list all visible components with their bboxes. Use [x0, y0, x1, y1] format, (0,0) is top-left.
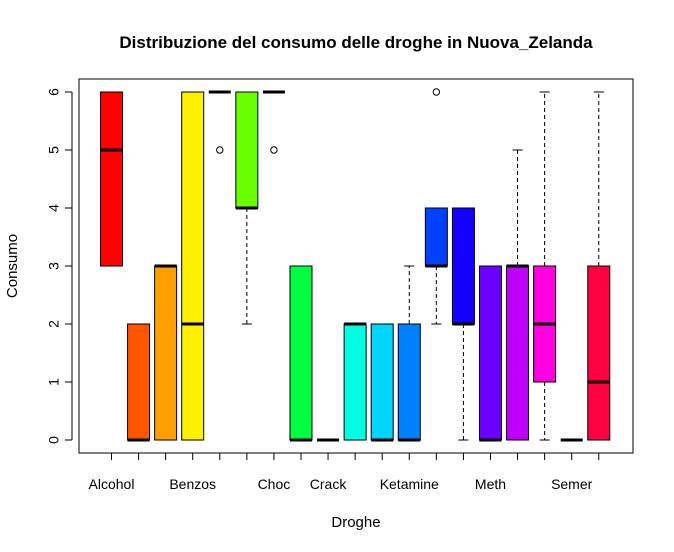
box-rect: [397, 323, 421, 441]
x-tick-label: Semer: [551, 476, 593, 492]
box-group: [262, 90, 285, 154]
boxes-layer: [100, 88, 611, 442]
box-group: [533, 91, 557, 441]
x-tick-label: Benzos: [169, 476, 216, 492]
box-rect: [343, 323, 367, 441]
box-rect: [506, 265, 530, 441]
y-tick-label: 2: [46, 320, 62, 328]
box-rect: [235, 91, 259, 209]
box-rect: [181, 91, 205, 441]
box-group: [289, 265, 313, 442]
box-group: [397, 265, 421, 442]
y-tick-label: 1: [46, 378, 62, 386]
x-tick-label: Alcohol: [89, 476, 135, 492]
box-rect: [451, 207, 475, 325]
box-group: [587, 91, 611, 441]
box-rect: [424, 207, 448, 267]
box-group: [343, 322, 367, 441]
box-group: [100, 91, 123, 267]
box-group: [478, 265, 502, 442]
outlier-point: [432, 88, 441, 96]
box-group: [370, 323, 394, 442]
y-axis: 0 1 2 3 4 5 6: [46, 88, 73, 444]
box-group: [154, 264, 178, 441]
x-tick-label: Ketamine: [380, 476, 439, 492]
box-group: [506, 149, 530, 441]
box-rect: [478, 265, 502, 441]
y-tick-label: 6: [46, 88, 62, 96]
box-rect: [100, 91, 123, 267]
x-axis-title: Droghe: [331, 514, 380, 531]
box-rect: [587, 265, 611, 441]
x-tick-label: Crack: [310, 476, 348, 492]
box-group: [424, 88, 448, 325]
y-tick-label: 0: [46, 436, 62, 444]
y-tick-label: 4: [46, 204, 62, 212]
box-rect: [127, 323, 151, 441]
chart-title: Distribuzione del consumo delle droghe i…: [119, 33, 593, 52]
x-tick-label: Choc: [258, 476, 291, 492]
outlier-point: [270, 146, 278, 154]
y-axis-title: Consumo: [4, 234, 21, 298]
box-group: [208, 90, 231, 154]
x-axis: Alcohol Benzos Choc Crack Ketamine Meth Semer: [89, 452, 600, 492]
box-group: [235, 91, 259, 325]
box-rect: [289, 265, 313, 441]
box-rect: [154, 265, 178, 441]
x-tick-label: Meth: [475, 476, 506, 492]
box-group: [451, 207, 475, 441]
outlier-point: [216, 146, 224, 154]
y-tick-label: 3: [46, 262, 62, 270]
box-group: [181, 91, 205, 441]
box-rect: [370, 323, 394, 441]
y-tick-label: 5: [46, 146, 62, 154]
box-group: [127, 323, 151, 442]
